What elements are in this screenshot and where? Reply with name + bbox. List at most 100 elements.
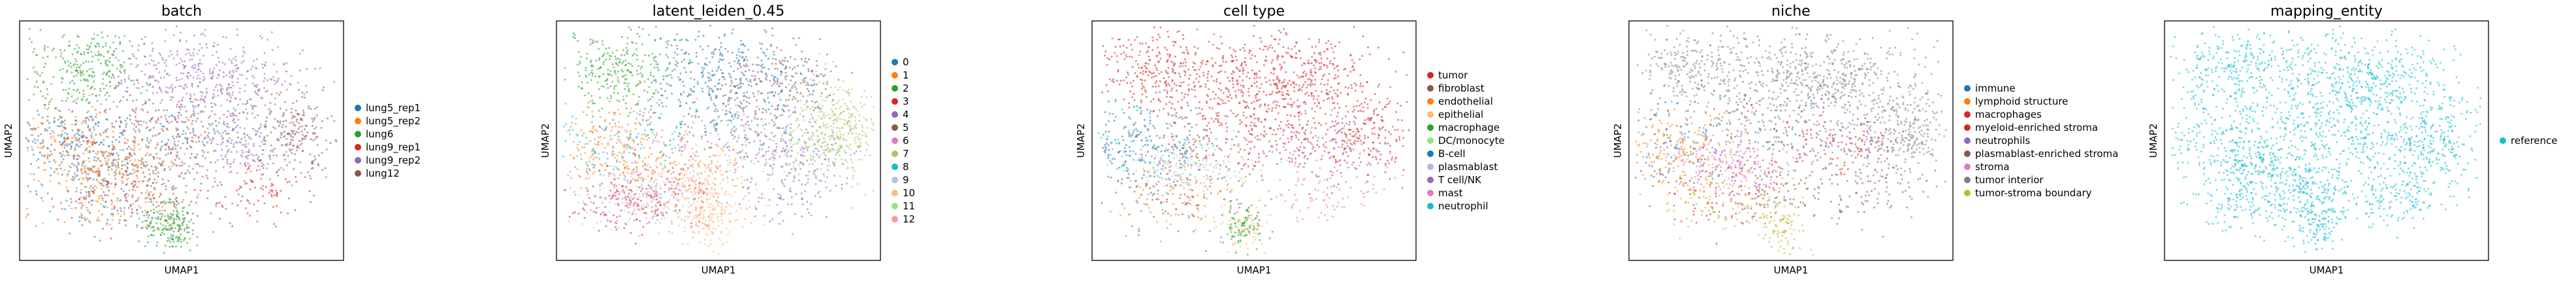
panel-0: batch UMAP1 UMAP2 lung5_rep1lung5_rep2lung6… xyxy=(3,3,421,276)
panel-1: latent_leiden_0.45UMAP1UMAP2012345678910… xyxy=(539,3,915,276)
plot-frame xyxy=(556,20,881,261)
points xyxy=(2170,25,2482,253)
legend-marker xyxy=(892,59,898,65)
legend-marker xyxy=(1427,111,1434,118)
legend-label: 0 xyxy=(903,56,909,68)
legend-label: plasmablast-enriched stroma xyxy=(1975,148,2118,160)
legend-label: epithelial xyxy=(1438,109,1483,120)
series-0-points xyxy=(1101,25,1410,203)
legend-marker xyxy=(1427,72,1434,79)
series-9-points xyxy=(1267,147,1404,222)
y-axis-label: UMAP2 xyxy=(539,124,551,158)
series-2-points xyxy=(564,26,716,120)
plot-frame xyxy=(19,20,344,261)
legend-label: 8 xyxy=(903,161,909,173)
panel-4: mapping_entity UMAP1 UMAP2 reference xyxy=(2148,3,2558,276)
legend-label: T cell/NK xyxy=(1438,174,1482,186)
legend-label: 1 xyxy=(903,69,909,81)
legend-marker xyxy=(892,150,898,157)
series-10-points xyxy=(1097,100,1217,196)
series-7-points xyxy=(1637,25,1947,200)
y-axis-label: UMAP2 xyxy=(1612,124,1624,158)
legend-marker xyxy=(892,164,898,170)
legend-marker xyxy=(1427,203,1434,209)
legend-marker xyxy=(1427,190,1434,196)
legend-label: tumor interior xyxy=(1975,174,2044,186)
x-axis-label: UMAP1 xyxy=(165,264,199,276)
panel-3: niche UMAP1 UMAP2 immune lymphoid structure m… xyxy=(1612,3,2118,276)
series-2-points xyxy=(1110,145,1247,243)
legend-marker xyxy=(355,157,361,164)
legend-label: B-cell xyxy=(1438,148,1466,160)
legend-marker xyxy=(1427,85,1434,92)
points xyxy=(1097,25,1410,256)
legend-label: 12 xyxy=(903,213,915,225)
legend-label: macrophage xyxy=(1438,122,1500,133)
legend-marker xyxy=(1964,137,1971,144)
legend-label: mast xyxy=(1438,187,1463,199)
series-1-points xyxy=(1635,94,1778,192)
legend-label: fibroblast xyxy=(1438,82,1485,94)
legend-marker xyxy=(1427,137,1434,144)
series-0-points xyxy=(609,24,834,151)
legend-marker xyxy=(1964,124,1971,131)
series-8-points xyxy=(1220,99,1396,183)
legend-label: 7 xyxy=(903,148,909,160)
legend-marker xyxy=(355,170,361,177)
legend-label: reference xyxy=(2511,135,2558,147)
series-1-points xyxy=(568,83,737,202)
legend-label: lung6 xyxy=(366,128,393,140)
panel-title: niche xyxy=(1771,3,1811,20)
legend-marker xyxy=(1427,164,1434,170)
series-4-points xyxy=(695,100,860,236)
legend-label: endothelial xyxy=(1438,96,1493,107)
legend-label: myeloid-enriched stroma xyxy=(1975,122,2098,133)
legend-label: DC/monocyte xyxy=(1438,135,1505,147)
legend-label: 11 xyxy=(903,200,915,212)
legend-marker xyxy=(892,72,898,79)
legend-label: 6 xyxy=(903,135,909,147)
legend-marker xyxy=(1427,98,1434,105)
legend-label: lung5_rep1 xyxy=(366,102,421,115)
series-8-points xyxy=(562,80,820,182)
legend: reference xyxy=(2500,135,2558,147)
legend-label: 3 xyxy=(903,96,909,107)
legend-marker xyxy=(1964,150,1971,157)
y-axis-label: UMAP2 xyxy=(3,124,14,158)
series-3-points xyxy=(564,150,741,245)
legend-marker xyxy=(1964,98,1971,105)
legend-label: lung9_rep1 xyxy=(366,141,421,154)
series-4-points xyxy=(68,25,336,186)
x-axis-label: UMAP1 xyxy=(1774,264,1809,276)
series-11-points xyxy=(683,52,873,177)
legend-marker xyxy=(355,118,361,124)
series-3-points xyxy=(27,70,314,243)
panel-title: mapping_entity xyxy=(2270,3,2383,20)
legend-marker xyxy=(1427,124,1434,131)
series-10-points xyxy=(638,133,771,255)
y-axis-label: UMAP2 xyxy=(1075,124,1087,158)
legend-marker xyxy=(355,144,361,150)
legend-marker xyxy=(892,203,898,209)
x-axis-label: UMAP1 xyxy=(2310,264,2344,276)
legend-label: 2 xyxy=(903,82,909,94)
legend-label: lung9_rep2 xyxy=(366,154,421,167)
series-0-points xyxy=(2170,25,2482,253)
legend-marker xyxy=(1427,177,1434,183)
legend-marker xyxy=(1964,190,1971,196)
legend-label: neutrophil xyxy=(1438,200,1489,212)
legend-label: 10 xyxy=(903,187,915,199)
legend: immune lymphoid structure macrophages myelo… xyxy=(1964,82,2118,199)
legend-marker xyxy=(892,137,898,144)
legend-marker xyxy=(1964,177,1971,183)
series-4-points xyxy=(1208,198,1274,256)
legend-marker xyxy=(892,177,898,183)
legend-label: macrophages xyxy=(1975,109,2042,120)
legend-label: immune xyxy=(1975,82,2016,94)
legend-marker xyxy=(1964,164,1971,170)
panel-title: batch xyxy=(161,3,202,20)
y-axis-label: UMAP2 xyxy=(2148,124,2159,158)
legend-marker xyxy=(1964,85,1971,92)
